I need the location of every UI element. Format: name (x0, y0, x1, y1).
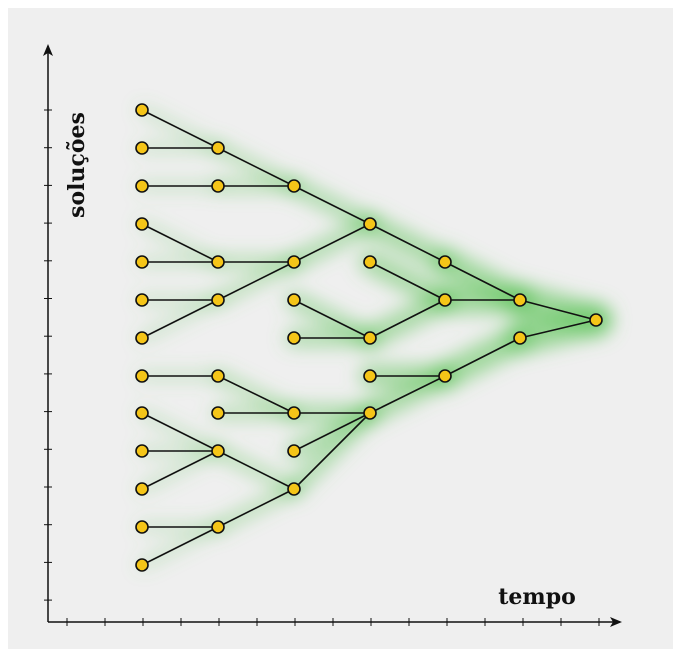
node (135, 217, 149, 231)
node (363, 406, 377, 420)
node (363, 331, 377, 345)
edge (141, 450, 219, 490)
node (135, 141, 149, 155)
node (287, 293, 301, 307)
edge (293, 223, 371, 263)
node (211, 141, 225, 155)
edge (217, 261, 295, 301)
node (135, 444, 149, 458)
node (363, 369, 377, 383)
node (211, 255, 225, 269)
edge (369, 261, 446, 301)
edge (293, 412, 371, 490)
node (287, 406, 301, 420)
nodes (135, 103, 603, 572)
edge (519, 319, 597, 339)
node (211, 520, 225, 534)
node (211, 293, 225, 307)
edge (217, 450, 295, 490)
edge (141, 526, 219, 566)
node (135, 482, 149, 496)
edge (369, 223, 446, 263)
edges (141, 109, 597, 566)
node (211, 369, 225, 383)
node (438, 255, 452, 269)
edge (217, 488, 295, 528)
edge (293, 185, 371, 225)
node (438, 293, 452, 307)
node (135, 103, 149, 117)
edge (444, 261, 521, 301)
node (287, 255, 301, 269)
node (513, 331, 527, 345)
edge (293, 412, 371, 452)
edge (141, 223, 219, 263)
edge (141, 412, 219, 452)
node (211, 179, 225, 193)
node (211, 444, 225, 458)
axes (43, 44, 622, 627)
node (363, 217, 377, 231)
node (135, 179, 149, 193)
node (135, 255, 149, 269)
edge (369, 375, 446, 414)
node (135, 558, 149, 572)
y-axis-label: soluções (64, 112, 90, 218)
node (438, 369, 452, 383)
edge (369, 299, 446, 339)
edge (141, 109, 219, 149)
node (211, 406, 225, 420)
edge (217, 375, 295, 414)
node (363, 255, 377, 269)
node (135, 406, 149, 420)
x-axis-label: tempo (498, 584, 576, 610)
edge (444, 337, 521, 377)
node (287, 179, 301, 193)
node (287, 482, 301, 496)
edge (141, 299, 219, 339)
node (135, 293, 149, 307)
node (513, 293, 527, 307)
node (287, 444, 301, 458)
node (135, 520, 149, 534)
node (287, 331, 301, 345)
edge (217, 147, 295, 187)
edge (293, 299, 371, 339)
node (135, 331, 149, 345)
edge (519, 299, 597, 321)
node (589, 313, 603, 327)
node (135, 369, 149, 383)
